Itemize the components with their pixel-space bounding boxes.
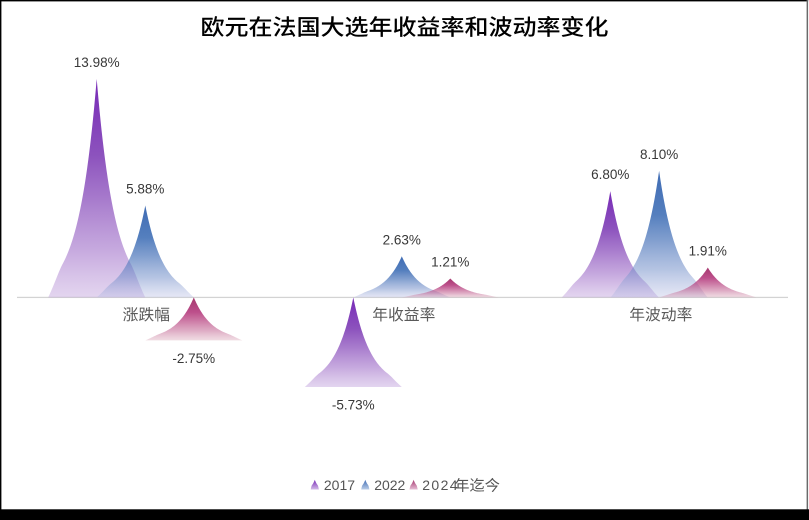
svg-text:8.10%: 8.10% (640, 147, 678, 162)
svg-text:13.98%: 13.98% (74, 55, 120, 70)
svg-text:-5.73%: -5.73% (332, 398, 375, 413)
svg-text:2024: 2024 (422, 477, 459, 493)
svg-text:1.21%: 1.21% (431, 255, 469, 270)
svg-text:6.80%: 6.80% (591, 167, 629, 182)
svg-text:1.91%: 1.91% (689, 244, 727, 259)
svg-text:2022: 2022 (374, 477, 405, 493)
svg-text:2.63%: 2.63% (383, 232, 421, 247)
svg-text:-2.75%: -2.75% (172, 351, 215, 366)
svg-text:5.88%: 5.88% (126, 182, 164, 197)
svg-text:2017: 2017 (324, 477, 355, 493)
